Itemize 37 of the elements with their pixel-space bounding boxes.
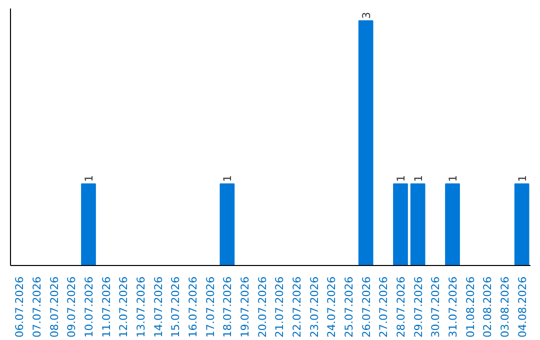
x-tick-label: 26.07.2026 — [360, 276, 373, 338]
x-tick-label: 24.07.2026 — [325, 276, 338, 338]
data-label: 1 — [446, 175, 460, 182]
data-label: 1 — [82, 175, 96, 182]
x-tick-label: 04.08.2026 — [516, 276, 529, 338]
x-tick-label: 07.07.2026 — [30, 276, 44, 338]
data-label: 1 — [221, 175, 234, 182]
x-tick-label: 13.07.2026 — [134, 276, 148, 338]
x-tick-label: 16.07.2026 — [186, 276, 200, 338]
x-tick-label: 27.07.2026 — [377, 276, 390, 338]
x-tick-label: 17.07.2026 — [204, 276, 217, 338]
x-tick-label: 08.07.2026 — [48, 276, 61, 338]
x-tick-label: 14.07.2026 — [152, 276, 165, 338]
x-tick-label: 06.07.2026 — [13, 276, 26, 338]
x-tick-label: 31.07.2026 — [446, 276, 460, 338]
x-tick-label: 25.07.2026 — [342, 276, 356, 338]
x-tick-label: 22.07.2026 — [290, 276, 304, 338]
data-label: 1 — [516, 175, 529, 182]
x-tick-label: 20.07.2026 — [256, 276, 269, 338]
x-tick-label: 10.07.2026 — [82, 276, 96, 338]
x-tick-label: 02.08.2026 — [481, 276, 494, 338]
x-tick-label: 15.07.2026 — [169, 276, 182, 338]
x-tick-label: 11.07.2026 — [100, 276, 113, 338]
x-tick-label: 21.07.2026 — [273, 276, 286, 338]
x-tick-label: 29.07.2026 — [412, 276, 425, 338]
data-label: 1 — [394, 175, 408, 182]
x-tick-label: 12.07.2026 — [117, 276, 130, 338]
x-tick-label: 09.07.2026 — [65, 276, 78, 338]
x-tick-label: 28.07.2026 — [394, 276, 408, 338]
x-tick-label: 03.08.2026 — [498, 276, 512, 338]
data-label: 3 — [360, 12, 373, 19]
x-tick-label: 01.08.2026 — [464, 276, 477, 338]
x-tick-label: 19.07.2026 — [238, 276, 252, 338]
data-label: 1 — [412, 175, 425, 182]
x-tick-label: 23.07.2026 — [308, 276, 321, 338]
x-tick-label: 30.07.2026 — [429, 276, 442, 338]
x-tick-label: 18.07.2026 — [221, 276, 234, 338]
